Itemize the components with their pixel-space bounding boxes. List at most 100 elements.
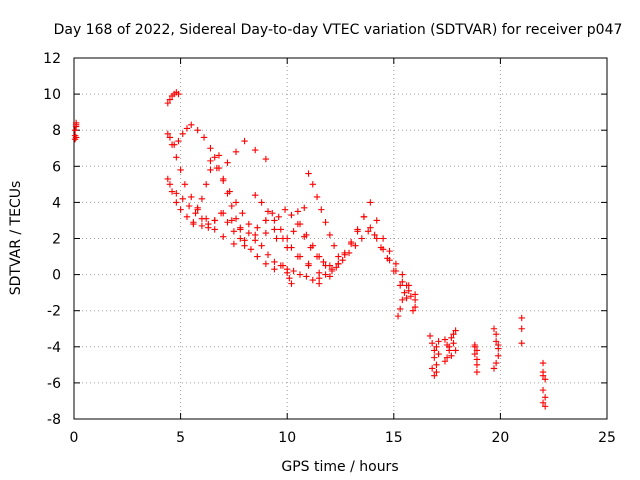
data-point [495, 352, 502, 360]
data-point [354, 228, 361, 235]
data-point [207, 166, 214, 174]
data-point [177, 206, 184, 213]
data-point [431, 354, 438, 361]
data-point [232, 148, 240, 156]
data-point [164, 175, 172, 183]
data-point [396, 305, 404, 313]
data-point [228, 202, 235, 210]
grid-lines [74, 58, 607, 419]
plot-frame [73, 57, 608, 420]
data-point [492, 359, 500, 367]
x-axis-label: GPS time / hours [281, 459, 398, 475]
data-point [194, 206, 201, 213]
data-point [305, 260, 312, 267]
data-point [175, 137, 182, 145]
data-point [396, 282, 404, 289]
y-tick-label: -4 [47, 340, 61, 356]
data-point [166, 96, 174, 103]
data-point [426, 332, 434, 340]
data-point [541, 403, 549, 410]
data-point [490, 325, 498, 332]
data-point [433, 368, 440, 376]
data-point [262, 217, 270, 224]
data-point [303, 273, 310, 280]
data-point [431, 372, 438, 379]
data-point [405, 287, 412, 295]
y-tick-label: 12 [43, 51, 61, 67]
data-point [258, 199, 265, 206]
data-point [326, 262, 334, 269]
data-point [318, 206, 325, 213]
axis-ticks [73, 57, 608, 420]
data-point [411, 303, 419, 311]
y-axis-label: SDTVAR / TECUs [8, 181, 24, 296]
data-point [241, 242, 248, 249]
data-point [471, 341, 479, 349]
data-point [305, 170, 312, 177]
data-point [273, 235, 280, 242]
data-point [518, 325, 525, 332]
data-point [539, 372, 547, 379]
data-point [213, 164, 221, 172]
data-point [435, 350, 442, 358]
data-point [309, 276, 316, 284]
data-point [473, 347, 481, 354]
data-point [539, 359, 547, 367]
data-point [322, 271, 329, 278]
data-point [307, 244, 314, 251]
data-point [373, 217, 380, 224]
data-point [441, 358, 449, 365]
data-point [301, 204, 308, 212]
data-point [326, 273, 334, 280]
data-point [473, 361, 481, 369]
data-point [347, 240, 355, 248]
data-point [211, 217, 218, 224]
data-point [271, 258, 278, 266]
data-point [313, 193, 321, 201]
x-tick-label: 20 [491, 430, 509, 446]
y-tick-label: 2 [52, 232, 61, 248]
data-point [301, 233, 308, 240]
data-point [399, 278, 406, 286]
data-point [245, 229, 253, 237]
data-point [173, 199, 180, 206]
data-point [403, 282, 410, 289]
data-point [446, 343, 453, 350]
data-point [441, 336, 449, 343]
data-point [211, 154, 218, 161]
data-point [371, 231, 378, 239]
data-point [335, 253, 342, 260]
data-point [428, 339, 436, 347]
data-point [245, 220, 253, 228]
data-point [183, 213, 191, 221]
data-point [309, 181, 316, 188]
data-point [386, 247, 393, 255]
x-tick-label: 5 [176, 430, 185, 446]
data-point [211, 226, 218, 233]
data-point [166, 181, 174, 188]
data-point [407, 293, 415, 300]
data-point [175, 90, 182, 98]
data-point [252, 231, 259, 239]
x-tick-label: 10 [278, 430, 296, 446]
data-point [271, 265, 278, 273]
data-point [401, 289, 408, 296]
data-point [345, 249, 353, 257]
data-point [399, 271, 406, 278]
data-point [241, 137, 248, 145]
data-point [473, 368, 481, 376]
data-point [205, 220, 212, 228]
data-point [367, 199, 374, 206]
data-point [220, 175, 227, 183]
data-point [367, 224, 374, 231]
data-markers [71, 89, 549, 410]
data-point [198, 215, 206, 222]
data-point [277, 226, 285, 233]
data-point [452, 327, 459, 334]
data-point [411, 296, 419, 304]
data-point [539, 386, 547, 394]
data-point [224, 159, 231, 166]
data-point [171, 141, 178, 148]
data-point [202, 181, 210, 188]
